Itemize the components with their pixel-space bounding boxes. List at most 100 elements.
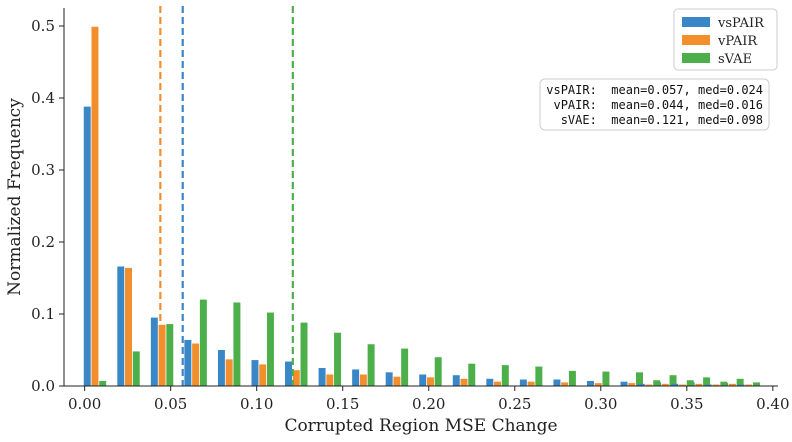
- bar-vspair-6: [285, 361, 293, 386]
- stats-line-1: vPAIR: mean=0.044, med=0.016: [546, 98, 763, 112]
- y-axis-label: Normalized Frequency: [5, 98, 25, 296]
- bar-tail-vspair-0: [637, 383, 645, 386]
- y-tick-label-0: 0.0: [31, 377, 55, 395]
- bar-vspair-2: [150, 317, 158, 386]
- bar-vpair-7: [326, 374, 334, 386]
- bar-vspair-0: [83, 106, 91, 386]
- bar-svae-0: [99, 380, 107, 386]
- x-tick-label-6: 0.30: [584, 395, 617, 413]
- bar-svae-18: [703, 377, 711, 386]
- bar-vpair-8: [359, 374, 367, 386]
- stats-frame: [539, 78, 770, 131]
- bar-tail-svae-2: [720, 381, 728, 386]
- bar-vpair-10: [426, 377, 434, 386]
- bars-layer: [83, 26, 760, 386]
- bar-svae-13: [535, 366, 543, 386]
- bar-vspair-13: [519, 379, 527, 386]
- bar-vpair-14: [561, 382, 569, 386]
- bar-vspair-3: [184, 339, 192, 386]
- bar-vpair-16: [628, 383, 636, 386]
- bar-tail-vspair-1: [671, 383, 679, 386]
- bar-svae-14: [568, 370, 576, 386]
- bar-vspair-1: [117, 266, 125, 386]
- bar-vpair-15: [594, 383, 602, 386]
- bar-tail-vpair-1: [679, 384, 686, 386]
- x-tick-label-8: 0.40: [756, 395, 789, 413]
- bar-vpair-1: [125, 267, 133, 386]
- bar-tail-vspair-2: [704, 384, 712, 386]
- bar-tail-svae-0: [653, 380, 661, 386]
- bar-vpair-13: [527, 381, 535, 386]
- bar-svae-11: [468, 363, 476, 386]
- bar-vpair-6: [292, 370, 300, 386]
- legend-swatch-vpair: [682, 35, 710, 45]
- bar-vspair-12: [486, 378, 494, 386]
- bar-vspair-7: [318, 368, 326, 386]
- mean-lines-layer: [159, 6, 294, 386]
- bar-vpair-19: [728, 383, 736, 386]
- legend-label-vspair: vsPAIR: [717, 16, 765, 31]
- bar-svae-12: [501, 365, 509, 386]
- bar-svae-16: [636, 372, 643, 386]
- legend-swatch-svae: [682, 53, 710, 63]
- bar-tail-vpair-0: [645, 384, 653, 386]
- bar-tail-svae-3: [753, 382, 760, 386]
- x-tick-label-0: 0.00: [68, 395, 101, 413]
- legend: vsPAIR vPAIR sVAE: [673, 8, 778, 71]
- bar-vpair-12: [494, 381, 502, 386]
- bar-svae-17: [669, 375, 677, 386]
- bar-svae-2: [166, 324, 174, 386]
- stats-line-2: sVAE: mean=0.121, med=0.098: [546, 113, 763, 127]
- bar-svae-5: [266, 312, 274, 386]
- bar-vspair-9: [385, 372, 393, 386]
- bar-vspair-15: [586, 380, 594, 386]
- bar-svae-19: [736, 378, 744, 386]
- bar-vpair-9: [393, 376, 401, 386]
- bar-svae-9: [401, 348, 409, 386]
- bar-svae-4: [233, 302, 241, 386]
- bar-vspair-10: [419, 374, 427, 386]
- bar-svae-8: [367, 344, 375, 386]
- bar-svae-1: [132, 351, 140, 386]
- y-tick-label-4: 0.4: [31, 89, 55, 107]
- x-tick-label-5: 0.25: [498, 395, 531, 413]
- bar-vpair-18: [695, 383, 703, 386]
- bar-svae-10: [434, 357, 442, 386]
- bar-vspair-4: [217, 350, 225, 386]
- bar-tail-svae-1: [686, 380, 694, 386]
- x-tick-label-1: 0.05: [154, 395, 187, 413]
- bar-svae-3: [199, 299, 207, 386]
- bar-svae-6: [300, 322, 308, 386]
- bar-tail-vpair-3: [745, 384, 753, 386]
- y-tick-label-3: 0.3: [31, 161, 55, 179]
- y-tick-label-1: 0.1: [31, 305, 55, 323]
- bar-tail-vspair-3: [737, 384, 745, 386]
- bar-vspair-14: [553, 379, 561, 386]
- bar-vpair-4: [225, 359, 233, 386]
- bar-vspair-16: [620, 381, 628, 386]
- x-axis-label: Corrupted Region MSE Change: [284, 416, 557, 436]
- bar-vspair-11: [452, 375, 460, 386]
- bar-vpair-17: [661, 383, 669, 386]
- x-tick-label-3: 0.15: [326, 395, 359, 413]
- x-tick-label-7: 0.35: [670, 395, 703, 413]
- bar-vpair-0: [91, 26, 99, 386]
- bar-vpair-3: [192, 343, 200, 386]
- legend-swatch-vspair: [682, 17, 710, 27]
- bar-vpair-11: [460, 378, 468, 386]
- stats-box: vsPAIR: mean=0.057, med=0.024 vPAIR: mea…: [539, 78, 770, 131]
- y-tick-label-5: 0.5: [31, 17, 55, 35]
- x-tick-label-2: 0.10: [240, 395, 273, 413]
- legend-label-vpair: vPAIR: [717, 34, 758, 49]
- bar-vpair-2: [158, 324, 166, 386]
- bar-vspair-5: [251, 360, 259, 386]
- stats-line-0: vsPAIR: mean=0.057, med=0.024: [546, 83, 763, 97]
- legend-label-svae: sVAE: [718, 52, 752, 67]
- bar-vspair-8: [352, 369, 360, 386]
- x-tick-label-4: 0.20: [412, 395, 445, 413]
- y-tick-label-2: 0.2: [31, 233, 55, 251]
- bar-tail-vpair-2: [712, 384, 720, 386]
- bar-svae-15: [602, 371, 610, 386]
- axes-layer: 0.00 0.05 0.10 0.15 0.20 0.25 0.30 0.35 0.40 0.0 0…: [31, 8, 790, 413]
